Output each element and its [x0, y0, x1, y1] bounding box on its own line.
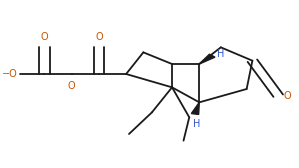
Text: H: H [193, 119, 200, 129]
Polygon shape [199, 54, 215, 64]
Text: H: H [217, 49, 225, 59]
Text: O: O [283, 91, 291, 101]
Text: O: O [95, 32, 103, 42]
Polygon shape [191, 102, 199, 114]
Text: O: O [68, 81, 75, 91]
Text: O: O [41, 32, 48, 42]
Text: −O: −O [2, 69, 18, 79]
